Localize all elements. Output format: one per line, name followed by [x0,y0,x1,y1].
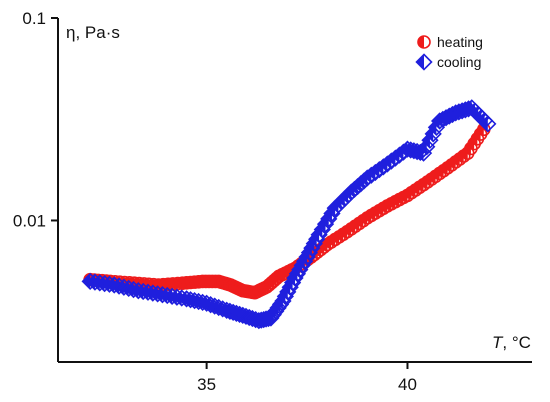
x-axis-label-variable: T [492,333,504,352]
legend-heating-label: heating [437,34,483,50]
series-cooling [81,99,497,330]
cooling-point [479,115,497,133]
x-tick-label: 40 [398,375,417,394]
cooling-point [134,282,152,301]
y-tick-label: 0.1 [22,9,46,28]
y-tick-label: 0.01 [13,211,46,230]
x-tick-label: 35 [197,375,216,394]
cooling-point [100,275,119,293]
cooling-point [105,276,123,294]
cooling-point [115,278,133,296]
cooling-point [124,280,143,299]
legend-heating-marker [417,35,431,49]
cooling-point [158,286,176,305]
y-axis-label: η, Pa·s [66,23,120,42]
cooling-point [139,283,157,301]
x-axis-label-unit: , °C [502,333,531,352]
cooling-point [163,287,181,305]
x-axis-label: T, °C [492,333,531,352]
legend-cooling-marker [415,53,433,71]
cooling-point [153,286,172,304]
cooling-point [120,279,138,298]
cooling-point [144,284,162,302]
data-points [81,99,497,330]
cooling-point [129,282,147,300]
cooling-point [148,285,167,303]
ticks: 35 40 0.01 0.1 [13,9,417,394]
cooling-point [110,277,128,295]
legend-cooling-label: cooling [437,54,481,70]
cooling-point [168,288,186,306]
legend: heating cooling [415,34,483,71]
series-heating [83,122,491,300]
